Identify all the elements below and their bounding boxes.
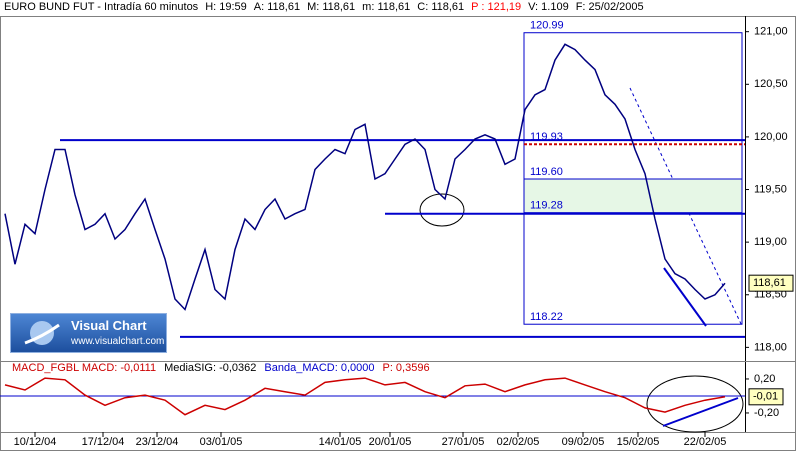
drawings	[419, 87, 744, 433]
header: EURO BUND FUT - Intradía 60 minutos H: 1…	[4, 1, 644, 15]
legend: MACD_FGBL MACD: -0,0111 MediaSIG: -0,0362…	[12, 362, 430, 374]
logo-circle	[30, 321, 54, 345]
x-tick-label: 10/12/04	[14, 436, 57, 448]
x-tick-label: 22/02/05	[684, 436, 727, 448]
header-info: A: 118,61	[253, 1, 301, 13]
logo-icon	[24, 321, 60, 345]
fib-label: 119.28	[530, 200, 563, 212]
x-tick-label: 15/02/05	[617, 436, 660, 448]
y-tick-label: 0,20	[754, 373, 775, 385]
x-tick-label: 20/01/05	[369, 436, 412, 448]
x-tick-label: 09/02/05	[562, 436, 605, 448]
logo-swoosh	[24, 323, 60, 345]
fib-label: 120.99	[530, 20, 564, 32]
y-tick-label: 120,00	[754, 131, 788, 143]
legend-entry: MediaSIG: -0,0362	[164, 362, 257, 374]
header-info: m: 118,61	[362, 1, 411, 13]
last-value-box	[748, 388, 784, 406]
price-line	[4, 43, 726, 311]
last-value-box	[748, 274, 794, 292]
x-tick-label: 03/01/05	[200, 436, 243, 448]
y-tick-label: 119,50	[754, 183, 787, 195]
y-tick-label: -0,20	[754, 407, 779, 419]
legend-entry: Banda_MACD: 0,0000	[264, 362, 375, 374]
fib-label: 119.60	[530, 166, 563, 178]
title: EURO BUND FUT - Intradía 60 minutos	[4, 1, 199, 13]
fib-label: 118.22	[530, 311, 563, 323]
last-value-label: -0,01	[753, 391, 778, 403]
trend-line	[629, 87, 743, 327]
highlight-ellipse	[419, 193, 465, 227]
logo-url: www.visualchart.com	[71, 336, 165, 347]
price-line	[4, 377, 726, 416]
last-value-label: 118,61	[753, 277, 786, 289]
logo: Visual Chart www.visualchart.com	[10, 313, 167, 353]
header-info: V: 1.109	[528, 1, 569, 13]
y-tick-label: 121,00	[754, 26, 788, 38]
highlight-ellipse	[646, 375, 744, 433]
fib-box	[523, 32, 743, 325]
y-tick-label: 119,00	[754, 236, 787, 248]
trend-line	[662, 397, 739, 427]
x-tick-label: 17/12/04	[82, 436, 125, 448]
header-info: C: 118,61	[417, 1, 465, 13]
fib-label: 119.93	[530, 131, 563, 143]
x-tick-label: 02/02/05	[497, 436, 540, 448]
y-tick-label: 118,00	[754, 341, 787, 353]
header-info: F: 25/02/2005	[575, 1, 644, 13]
y-tick-label: 120,50	[754, 78, 788, 90]
header-info: M: 118,61	[307, 1, 356, 13]
legend-entry: P: 0,3596	[382, 362, 430, 374]
x-tick-label: 14/01/05	[319, 436, 362, 448]
header-info: H: 19:59	[205, 1, 247, 13]
x-tick-label: 27/01/05	[442, 436, 485, 448]
trend-line	[663, 267, 707, 327]
header-info: P : 121,19	[471, 1, 522, 13]
logo-name: Visual Chart	[71, 318, 147, 333]
x-tick-label: 23/12/04	[136, 436, 179, 448]
legend-entry: MACD_FGBL MACD: -0,0111	[12, 362, 157, 374]
